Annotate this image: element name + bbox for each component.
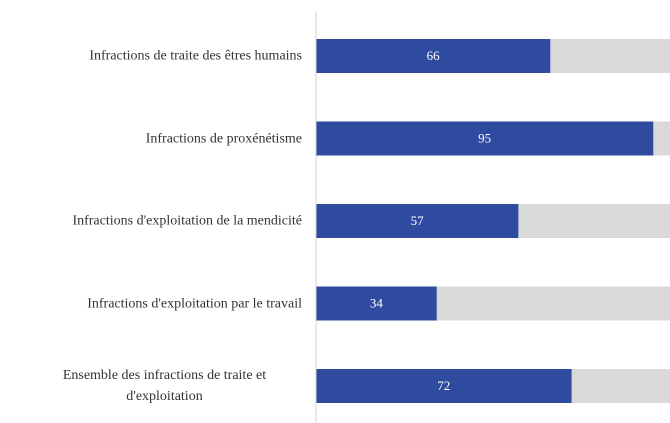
category-text: Infractions de proxénétisme: [145, 131, 302, 146]
category-text: Infractions d'exploitation de la mendici…: [72, 213, 302, 229]
bar: [316, 204, 519, 238]
category-label: Infractions d'exploitation par le travai…: [0, 293, 302, 314]
value-label: 57: [411, 213, 425, 228]
category-text: Ensemble des infractions de traite et d'…: [62, 368, 267, 404]
category-text: Infractions de traite des êtres humains: [89, 48, 302, 64]
category-label: Infractions d'exploitation de la mendici…: [0, 211, 302, 232]
value-label: 34: [370, 295, 384, 310]
value-label: 66: [427, 48, 441, 63]
value-label: 95: [478, 130, 491, 145]
bar: [316, 121, 654, 156]
category-label: Ensemble des infractions de traite et d'…: [0, 365, 302, 407]
category-text: Infractions d'exploitation par le travai…: [87, 296, 302, 311]
category-label: Infractions de traite des êtres humains: [0, 46, 302, 67]
value-label: 72: [437, 378, 450, 393]
bar: [316, 369, 572, 403]
bar: [316, 286, 437, 321]
category-label: Infractions de proxénétisme: [0, 128, 302, 149]
bar: [316, 39, 551, 73]
